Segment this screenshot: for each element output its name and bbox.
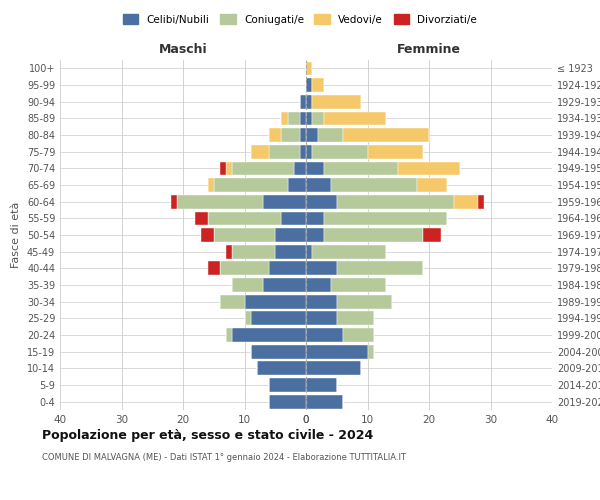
Bar bbox=[202, 228, 214, 242]
Bar bbox=[306, 195, 337, 208]
Text: COMUNE DI MALVAGNA (ME) - Dati ISTAT 1° gennaio 2024 - Elaborazione TUTTITALIA.I: COMUNE DI MALVAGNA (ME) - Dati ISTAT 1° … bbox=[42, 454, 406, 462]
Bar bbox=[300, 112, 306, 125]
Bar bbox=[325, 212, 448, 225]
Bar bbox=[251, 145, 269, 158]
Bar bbox=[226, 162, 232, 175]
Bar bbox=[343, 128, 429, 142]
Bar bbox=[232, 278, 263, 292]
Bar bbox=[306, 78, 312, 92]
Bar bbox=[306, 362, 361, 375]
Bar bbox=[319, 128, 343, 142]
Bar bbox=[287, 112, 300, 125]
Bar bbox=[232, 328, 306, 342]
Bar bbox=[245, 312, 251, 325]
Bar bbox=[226, 245, 232, 258]
Bar bbox=[331, 278, 386, 292]
Bar bbox=[263, 195, 306, 208]
Bar bbox=[208, 178, 214, 192]
Bar bbox=[306, 295, 337, 308]
Bar bbox=[275, 245, 306, 258]
Bar bbox=[454, 195, 478, 208]
Bar bbox=[306, 162, 325, 175]
Bar bbox=[275, 228, 306, 242]
Bar bbox=[367, 345, 374, 358]
Bar bbox=[306, 245, 312, 258]
Bar bbox=[306, 212, 325, 225]
Title: Femmine: Femmine bbox=[397, 43, 461, 56]
Bar bbox=[312, 95, 361, 108]
Bar bbox=[269, 378, 306, 392]
Bar bbox=[245, 295, 306, 308]
Bar bbox=[300, 128, 306, 142]
Bar bbox=[208, 262, 220, 275]
Bar bbox=[306, 95, 312, 108]
Bar bbox=[331, 178, 417, 192]
Bar bbox=[325, 162, 398, 175]
Bar bbox=[257, 362, 306, 375]
Bar bbox=[214, 228, 275, 242]
Bar bbox=[269, 395, 306, 408]
Text: Popolazione per età, sesso e stato civile - 2024: Popolazione per età, sesso e stato civil… bbox=[42, 430, 373, 442]
Bar bbox=[281, 212, 306, 225]
Bar bbox=[263, 278, 306, 292]
Bar bbox=[306, 312, 337, 325]
Y-axis label: Fasce di età: Fasce di età bbox=[11, 202, 21, 268]
Bar bbox=[337, 262, 423, 275]
Title: Maschi: Maschi bbox=[158, 43, 208, 56]
Bar bbox=[251, 312, 306, 325]
Bar bbox=[367, 145, 423, 158]
Bar bbox=[196, 212, 208, 225]
Legend: Celibi/Nubili, Coniugati/e, Vedovi/e, Divorziati/e: Celibi/Nubili, Coniugati/e, Vedovi/e, Di… bbox=[119, 10, 481, 29]
Bar bbox=[226, 328, 232, 342]
Bar bbox=[337, 295, 392, 308]
Bar bbox=[306, 62, 312, 75]
Bar bbox=[306, 378, 337, 392]
Bar bbox=[220, 295, 245, 308]
Bar bbox=[398, 162, 460, 175]
Bar bbox=[300, 145, 306, 158]
Bar bbox=[312, 245, 386, 258]
Bar bbox=[177, 195, 263, 208]
Bar bbox=[232, 245, 275, 258]
Bar bbox=[416, 178, 448, 192]
Bar bbox=[294, 162, 306, 175]
Bar bbox=[220, 262, 269, 275]
Bar bbox=[343, 328, 374, 342]
Bar bbox=[232, 162, 294, 175]
Bar bbox=[281, 128, 300, 142]
Bar bbox=[300, 95, 306, 108]
Bar bbox=[220, 162, 226, 175]
Bar bbox=[423, 228, 442, 242]
Bar bbox=[306, 128, 319, 142]
Bar bbox=[478, 195, 484, 208]
Bar bbox=[337, 195, 454, 208]
Bar bbox=[281, 112, 287, 125]
Bar bbox=[306, 145, 312, 158]
Bar bbox=[269, 145, 300, 158]
Bar bbox=[269, 262, 306, 275]
Bar bbox=[287, 178, 306, 192]
Bar bbox=[269, 128, 281, 142]
Bar bbox=[306, 395, 343, 408]
Bar bbox=[312, 78, 325, 92]
Bar bbox=[337, 312, 374, 325]
Bar bbox=[306, 345, 367, 358]
Bar bbox=[312, 112, 325, 125]
Bar bbox=[325, 228, 423, 242]
Bar bbox=[306, 328, 343, 342]
Bar bbox=[251, 345, 306, 358]
Bar bbox=[312, 145, 367, 158]
Bar bbox=[306, 178, 331, 192]
Bar bbox=[208, 212, 281, 225]
Bar bbox=[306, 278, 331, 292]
Bar bbox=[214, 178, 287, 192]
Bar bbox=[306, 262, 337, 275]
Bar bbox=[325, 112, 386, 125]
Bar bbox=[170, 195, 177, 208]
Bar bbox=[306, 112, 312, 125]
Bar bbox=[306, 228, 325, 242]
